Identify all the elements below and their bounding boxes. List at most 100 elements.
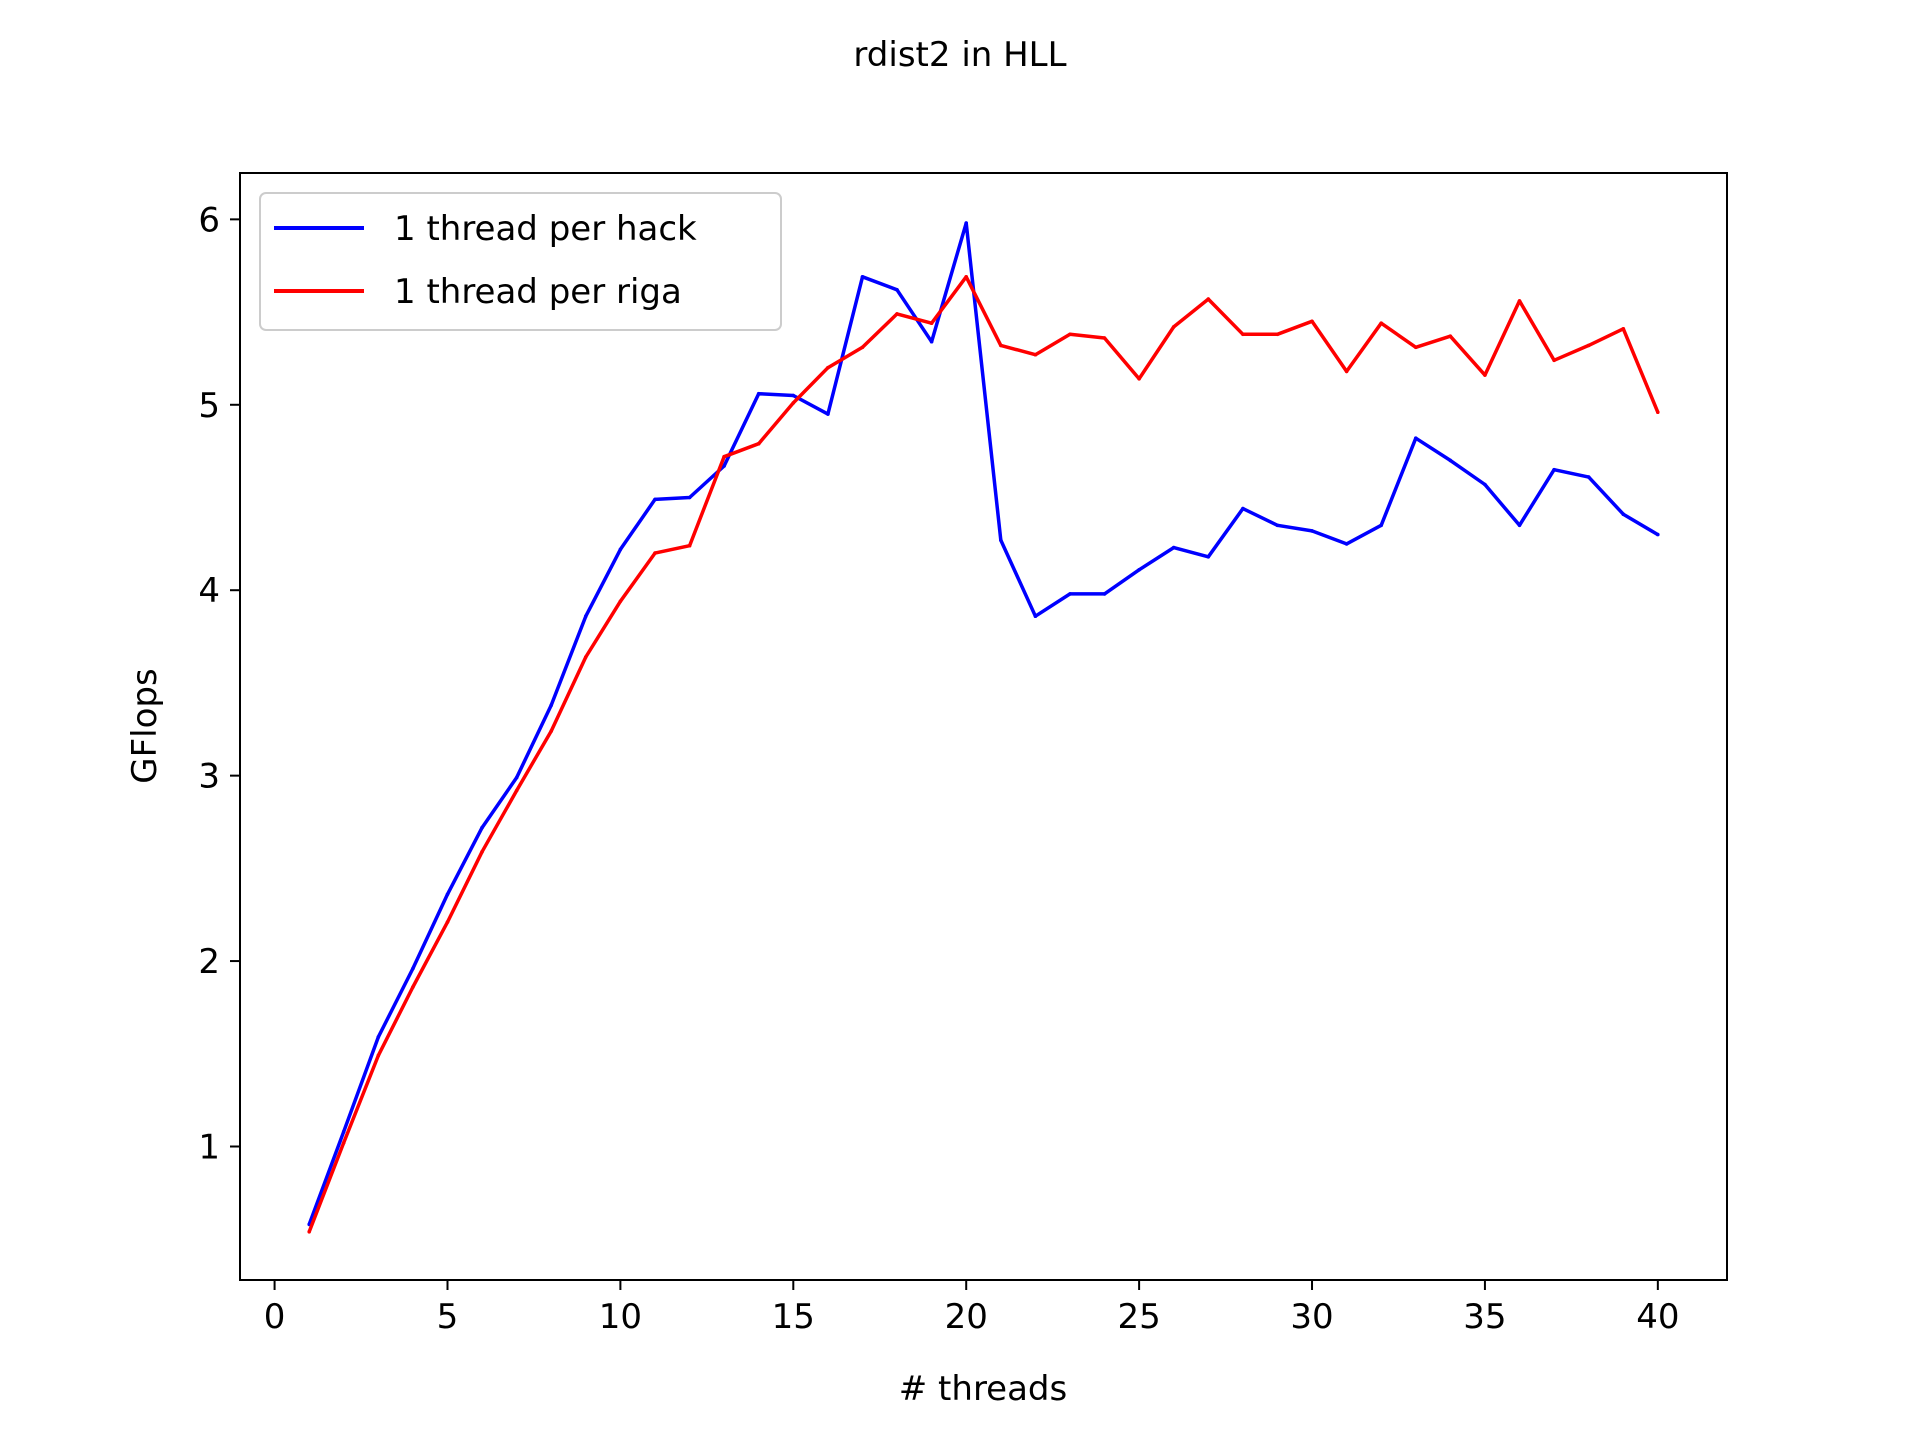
data-point-1-thread-per-riga — [756, 441, 761, 446]
y-tick-label: 1 — [198, 1127, 220, 1167]
data-point-1-thread-per-hack — [1517, 523, 1522, 528]
data-point-1-thread-per-riga — [999, 343, 1003, 348]
data-point-1-thread-per-hack — [549, 703, 553, 707]
x-tick-label: 0 — [264, 1297, 286, 1337]
data-point-1-thread-per-riga — [1171, 325, 1176, 329]
data-point-1-thread-per-hack — [1241, 506, 1245, 511]
data-point-1-thread-per-hack — [445, 892, 450, 897]
data-point-1-thread-per-hack — [514, 775, 519, 780]
data-point-1-thread-per-hack — [1414, 436, 1418, 441]
data-point-1-thread-per-riga — [480, 849, 484, 854]
data-point-1-thread-per-riga — [341, 1141, 346, 1145]
data-point-1-thread-per-riga — [1552, 358, 1556, 363]
data-point-1-thread-per-hack — [1656, 532, 1660, 537]
series-line-1-thread-per-riga — [307, 275, 1660, 1233]
data-point-1-thread-per-hack — [1068, 592, 1072, 596]
series-line-1-thread-per-hack — [307, 221, 1659, 1226]
data-point-1-thread-per-riga — [1033, 352, 1038, 357]
data-point-1-thread-per-riga — [1656, 410, 1660, 415]
data-point-1-thread-per-hack — [376, 1035, 381, 1039]
y-tick-label: 4 — [198, 571, 220, 611]
legend-label-1-thread-per-riga: 1 thread per riga — [394, 272, 682, 312]
data-point-1-thread-per-riga — [929, 321, 934, 326]
y-tick-label: 3 — [198, 757, 220, 797]
data-point-1-thread-per-riga — [1517, 299, 1522, 303]
y-tick-label: 6 — [198, 200, 220, 240]
legend-box — [259, 192, 782, 331]
data-point-1-thread-per-riga — [584, 655, 588, 659]
plot-area-frame — [239, 172, 1728, 1281]
data-point-1-thread-per-hack — [999, 538, 1003, 542]
x-tick-label: 40 — [1636, 1297, 1679, 1337]
data-point-1-thread-per-riga — [376, 1053, 381, 1058]
data-point-1-thread-per-hack — [653, 497, 657, 502]
data-point-1-thread-per-hack — [1033, 614, 1038, 618]
data-point-1-thread-per-riga — [1206, 297, 1211, 301]
data-point-1-thread-per-hack — [1621, 512, 1626, 516]
data-point-1-thread-per-hack — [791, 393, 796, 398]
data-point-1-thread-per-riga — [1414, 345, 1418, 350]
data-point-1-thread-per-hack — [480, 825, 484, 830]
x-tick-label: 10 — [599, 1297, 642, 1337]
data-point-1-thread-per-hack — [722, 464, 726, 468]
x-tick-label: 20 — [945, 1297, 988, 1337]
data-point-1-thread-per-riga — [514, 788, 519, 793]
data-point-1-thread-per-hack — [826, 412, 830, 416]
data-point-1-thread-per-hack — [341, 1129, 346, 1134]
data-point-1-thread-per-riga — [549, 729, 553, 733]
data-point-1-thread-per-riga — [1344, 369, 1349, 374]
data-point-1-thread-per-hack — [1102, 592, 1107, 596]
data-point-1-thread-per-hack — [1171, 545, 1176, 550]
data-point-1-thread-per-hack — [1379, 523, 1383, 528]
data-point-1-thread-per-riga — [445, 920, 450, 924]
data-point-1-thread-per-riga — [307, 1230, 312, 1234]
y-tick-label: 2 — [198, 942, 220, 982]
data-point-1-thread-per-hack — [1483, 482, 1487, 487]
data-point-1-thread-per-riga — [1483, 373, 1487, 377]
data-point-1-thread-per-hack — [1310, 529, 1314, 533]
data-point-1-thread-per-riga — [1137, 377, 1141, 381]
data-point-1-thread-per-hack — [964, 221, 968, 225]
data-point-1-thread-per-riga — [1241, 332, 1245, 337]
data-point-1-thread-per-riga — [653, 551, 657, 555]
data-point-1-thread-per-hack — [860, 275, 865, 279]
data-point-1-thread-per-riga — [411, 985, 415, 989]
legend-label-1-thread-per-hack: 1 thread per hack — [394, 209, 697, 249]
x-tick-label: 5 — [437, 1297, 459, 1337]
x-tick-label: 25 — [1117, 1297, 1160, 1337]
data-point-1-thread-per-riga — [895, 312, 899, 316]
data-point-1-thread-per-riga — [722, 454, 726, 459]
data-point-1-thread-per-riga — [1275, 332, 1280, 337]
legend: 1 thread per hack 1 thread per riga — [259, 192, 782, 331]
data-point-1-thread-per-riga — [1379, 321, 1383, 326]
x-tick-label: 35 — [1463, 1297, 1506, 1337]
data-point-1-thread-per-riga — [964, 275, 968, 279]
data-point-1-thread-per-hack — [618, 547, 623, 552]
data-point-1-thread-per-hack — [929, 339, 934, 344]
data-point-1-thread-per-hack — [756, 391, 761, 396]
chart-title: rdist2 in HLL — [853, 35, 1066, 75]
y-axis-label: GFlops — [125, 668, 165, 783]
data-point-1-thread-per-riga — [1310, 319, 1314, 324]
data-point-1-thread-per-hack — [1552, 467, 1556, 472]
data-point-1-thread-per-hack — [1206, 555, 1211, 559]
data-point-1-thread-per-riga — [791, 401, 796, 405]
data-point-1-thread-per-riga — [1586, 343, 1591, 348]
data-point-1-thread-per-hack — [411, 966, 415, 971]
data-point-1-thread-per-hack — [1586, 475, 1591, 479]
data-point-1-thread-per-riga — [1102, 336, 1107, 340]
data-point-1-thread-per-hack — [1137, 568, 1141, 572]
data-point-1-thread-per-riga — [687, 543, 692, 548]
x-tick-label: 30 — [1290, 1297, 1333, 1337]
x-axis-label: # threads — [899, 1369, 1067, 1409]
data-point-1-thread-per-hack — [584, 614, 588, 618]
data-point-1-thread-per-hack — [687, 495, 692, 500]
data-point-1-thread-per-riga — [618, 599, 623, 604]
data-point-1-thread-per-hack — [1275, 523, 1280, 528]
data-point-1-thread-per-hack — [1448, 458, 1453, 463]
data-point-1-thread-per-hack — [895, 288, 899, 292]
data-point-1-thread-per-hack — [1344, 542, 1349, 546]
data-point-1-thread-per-riga — [1621, 327, 1626, 331]
x-tick-label: 15 — [772, 1297, 815, 1337]
